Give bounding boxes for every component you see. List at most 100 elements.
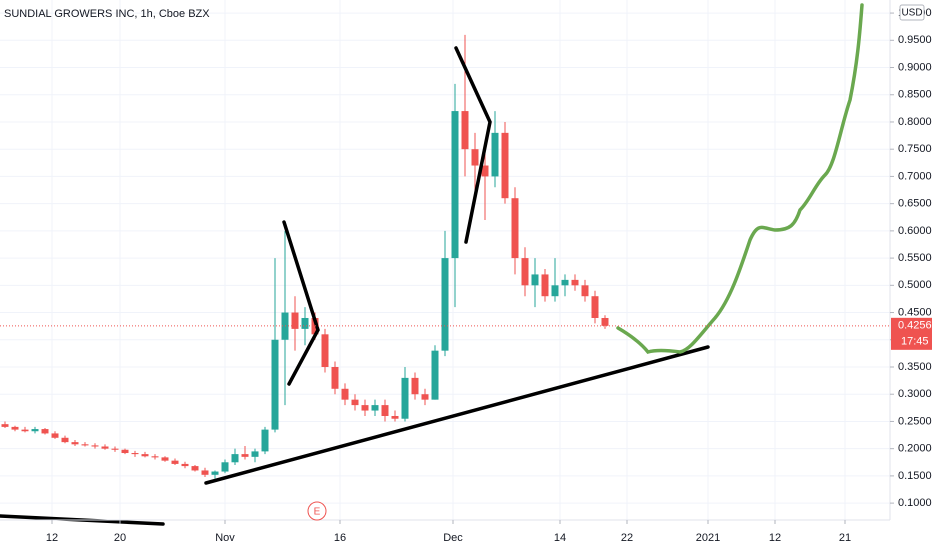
y-tick-label: 0.3500 [898, 361, 932, 373]
candle-body [511, 198, 519, 259]
x-tick-label: 20 [114, 532, 126, 544]
pattern-line [454, 46, 492, 244]
candle-body [361, 405, 369, 411]
y-tick-label: 0.2500 [898, 415, 932, 427]
y-tick-label: 0.9000 [898, 61, 932, 73]
last-price-label: 0.4256 [898, 320, 932, 332]
x-tick-label: 12 [46, 532, 58, 544]
candle-body [331, 366, 339, 389]
x-tick-label: 21 [839, 532, 851, 544]
candle-body [201, 470, 209, 475]
candle-body [381, 405, 389, 416]
y-tick-label: 0.3000 [898, 388, 932, 400]
candle-body [231, 454, 239, 463]
y-tick-label: 0.5500 [898, 252, 932, 264]
candle-body [131, 453, 139, 455]
candle-body [471, 149, 479, 166]
candles [1, 34, 609, 479]
x-tick-label: 14 [554, 532, 566, 544]
candle-body [51, 433, 59, 438]
y-tick-label: 0.9500 [898, 34, 932, 46]
y-tick-label: 0.5000 [898, 279, 932, 291]
candle-body [31, 429, 39, 432]
candle-body [451, 111, 459, 259]
candle-body [391, 416, 399, 419]
candle-body [171, 460, 179, 464]
y-tick-label: 0.6000 [898, 225, 932, 237]
currency-box [899, 4, 925, 21]
candle-body [461, 111, 469, 150]
earnings-marker[interactable]: E [314, 507, 321, 518]
candle-body [221, 462, 229, 472]
last-price-box [891, 317, 932, 350]
candle-body [351, 399, 359, 406]
candle-body [481, 165, 489, 177]
candle-body [601, 317, 609, 326]
x-tick-label: 2021 [696, 532, 720, 544]
projection-path [616, 3, 864, 355]
candle-body [591, 296, 599, 318]
axes: 0.10000.15000.20000.25000.30000.35000.40… [0, 7, 932, 544]
x-tick-label: Dec [443, 532, 463, 544]
candle-body [531, 274, 539, 286]
y-tick-label: 0.8500 [898, 89, 932, 101]
candle-body [321, 334, 329, 367]
candle-body [101, 446, 109, 449]
candle-body [11, 426, 19, 430]
candle-body [501, 132, 509, 199]
countdown: 17:45 [901, 336, 929, 348]
x-tick-label: Nov [215, 532, 235, 544]
x-tick-label: 12 [769, 532, 781, 544]
candle-body [151, 456, 159, 458]
candle-body [111, 448, 119, 450]
earnings-icon[interactable] [307, 501, 327, 521]
candle-body [581, 285, 589, 297]
y-tick-label: 0.1000 [898, 497, 932, 509]
grid [0, 0, 890, 520]
y-tick-label: 0.7500 [898, 143, 932, 155]
candle-body [251, 451, 259, 457]
candle-body [81, 444, 89, 446]
candle-body [1, 424, 9, 427]
y-tick-label: 0.1500 [898, 470, 932, 482]
x-tick-label: 22 [621, 532, 633, 544]
x-tick-label: 16 [334, 532, 346, 544]
candle-body [271, 339, 279, 430]
y-tick-label: 0.2000 [898, 443, 932, 455]
candle-body [291, 312, 299, 329]
candle-body [21, 429, 29, 432]
y-tick-label: 0.8000 [898, 116, 932, 128]
candle-body [541, 274, 549, 297]
candle-body [71, 442, 79, 445]
y-tick-label: 0.7000 [898, 170, 932, 182]
chart-title: SUNDIAL GROWERS INC, 1h, Cboe BZX [4, 8, 210, 20]
candle-body [211, 471, 219, 475]
candle-body [421, 394, 429, 400]
candle-body [191, 466, 199, 471]
candle-body [491, 132, 499, 177]
candle-body [41, 429, 49, 434]
candle-body [241, 454, 249, 457]
candle-body [341, 388, 349, 400]
candle-body [561, 279, 569, 286]
y-tick-label: 0.4500 [898, 306, 932, 318]
candle-body [431, 350, 439, 400]
candle-body [181, 463, 189, 467]
candle-body [121, 449, 129, 454]
candle-body [571, 279, 579, 286]
candle-body [551, 285, 559, 297]
candle-body [521, 258, 529, 286]
candle-body [161, 457, 169, 461]
currency: USD [901, 8, 922, 19]
pattern-line [282, 220, 320, 386]
y-tick-label: 0.6500 [898, 198, 932, 210]
candle-body [371, 405, 379, 411]
candle-body [261, 429, 269, 452]
candle-body [61, 437, 69, 443]
candle-body [441, 258, 449, 351]
candle-body [411, 377, 419, 395]
candle-body [301, 317, 309, 329]
candle-body [91, 445, 99, 447]
